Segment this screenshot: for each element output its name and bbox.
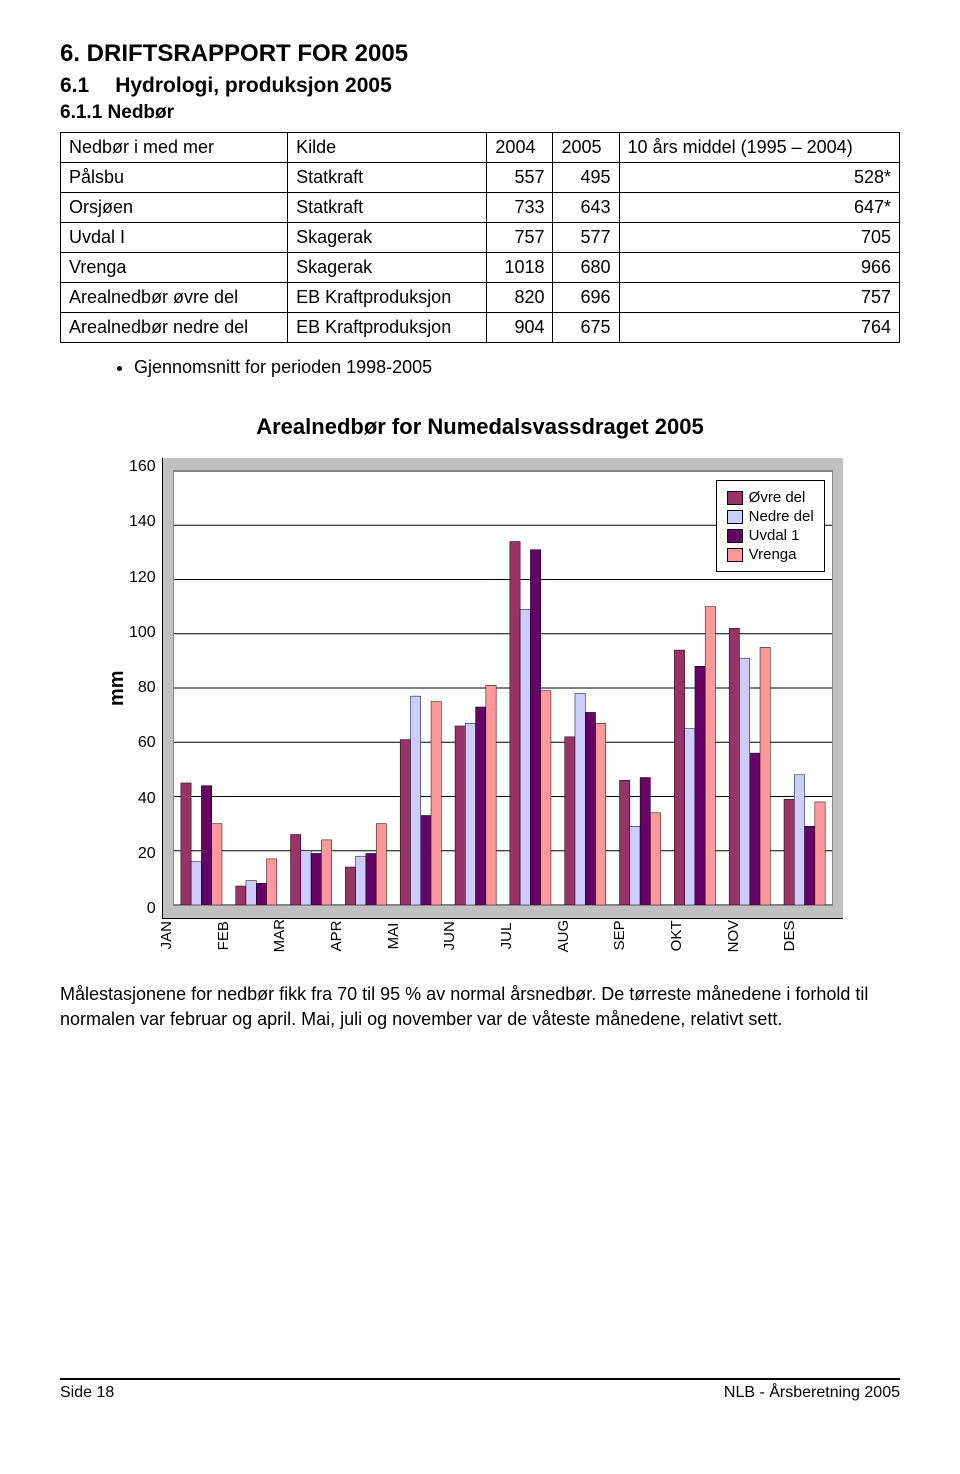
y-axis-label: mm — [100, 458, 129, 919]
precipitation-table: Nedbør i med merKilde2004200510 års midd… — [60, 132, 900, 343]
table-cell: Pålsbu — [61, 163, 288, 193]
table-cell: EB Kraftproduksjon — [288, 313, 487, 343]
table-header: 10 års middel (1995 – 2004) — [619, 133, 899, 163]
table-cell: 643 — [553, 193, 619, 223]
legend: Øvre del Nedre del Uvdal 1 Vrenga — [716, 480, 825, 572]
table-cell: 966 — [619, 253, 899, 283]
legend-swatch — [727, 529, 743, 543]
y-tick-label: 140 — [129, 513, 156, 531]
x-tick-label: APR — [328, 919, 385, 958]
legend-label: Uvdal 1 — [749, 527, 800, 544]
y-tick-label: 40 — [129, 790, 156, 808]
table-cell: 705 — [619, 223, 899, 253]
table-cell: Skagerak — [288, 253, 487, 283]
legend-item: Vrenga — [727, 546, 814, 563]
x-tick-label: NOV — [725, 919, 782, 958]
y-tick-label: 0 — [129, 900, 156, 918]
y-tick-label: 60 — [129, 734, 156, 752]
footer-left: Side 18 — [60, 1384, 114, 1402]
heading-2-text: Hydrologi, produksjon 2005 — [115, 74, 392, 98]
table-header: 2004 — [487, 133, 553, 163]
table-cell: 757 — [619, 283, 899, 313]
heading-2: 6.1 Hydrologi, produksjon 2005 — [60, 74, 900, 98]
x-tick-label: AUG — [555, 919, 612, 958]
legend-label: Nedre del — [749, 508, 814, 525]
x-tick-label: JAN — [158, 919, 215, 958]
x-tick-label: JUL — [498, 919, 555, 958]
x-tick-label: DES — [781, 919, 838, 958]
table-cell: Statkraft — [288, 193, 487, 223]
heading-3: 6.1.1 Nedbør — [60, 102, 900, 124]
table-cell: 764 — [619, 313, 899, 343]
legend-swatch — [727, 548, 743, 562]
table-cell: Skagerak — [288, 223, 487, 253]
body-paragraph: Målestasjonene for nedbør fikk fra 70 ti… — [60, 982, 900, 1031]
table-cell: Uvdal I — [61, 223, 288, 253]
bar-chart: mm 160 140 120 100 80 60 40 20 0 Øvre del Nedre d… — [100, 458, 860, 958]
plot-area: Øvre del Nedre del Uvdal 1 Vrenga — [162, 458, 843, 919]
table-row: Arealnedbør øvre delEB Kraftproduksjon82… — [61, 283, 900, 313]
table-cell: 733 — [487, 193, 553, 223]
table-row: Arealnedbør nedre delEB Kraftproduksjon9… — [61, 313, 900, 343]
bullet-item: Gjennomsnitt for perioden 1998-2005 — [134, 357, 900, 378]
y-tick-label: 20 — [129, 845, 156, 863]
table-cell: 577 — [553, 223, 619, 253]
legend-swatch — [727, 510, 743, 524]
footer-right: NLB - Årsberetning 2005 — [724, 1384, 900, 1402]
table-cell: Statkraft — [288, 163, 487, 193]
table-header: 2005 — [553, 133, 619, 163]
x-tick-label: SEP — [611, 919, 668, 958]
table-cell: 820 — [487, 283, 553, 313]
legend-swatch — [727, 491, 743, 505]
x-tick-label: MAI — [385, 919, 442, 958]
table-cell: Vrenga — [61, 253, 288, 283]
table-row: OrsjøenStatkraft733643647* — [61, 193, 900, 223]
table-row: PålsbuStatkraft557495528* — [61, 163, 900, 193]
table-cell: 680 — [553, 253, 619, 283]
table-cell: 904 — [487, 313, 553, 343]
table-cell: 675 — [553, 313, 619, 343]
table-cell: EB Kraftproduksjon — [288, 283, 487, 313]
bullet-list: Gjennomsnitt for perioden 1998-2005 — [94, 357, 900, 378]
x-tick-label: JUN — [441, 919, 498, 958]
x-axis: JANFEBMARAPRMAIJUNJULAUGSEPOKTNOVDES — [158, 919, 838, 958]
table-cell: 528* — [619, 163, 899, 193]
table-cell: Arealnedbør øvre del — [61, 283, 288, 313]
legend-item: Nedre del — [727, 508, 814, 525]
table-cell: 1018 — [487, 253, 553, 283]
table-cell: 696 — [553, 283, 619, 313]
x-tick-label: FEB — [215, 919, 272, 958]
x-tick-label: OKT — [668, 919, 725, 958]
page-footer: Side 18 NLB - Årsberetning 2005 — [60, 1378, 900, 1402]
y-axis: 160 140 120 100 80 60 40 20 0 — [129, 458, 162, 918]
legend-item: Øvre del — [727, 489, 814, 506]
table-cell: 557 — [487, 163, 553, 193]
y-tick-label: 100 — [129, 624, 156, 642]
table-cell: Orsjøen — [61, 193, 288, 223]
table-header: Kilde — [288, 133, 487, 163]
y-tick-label: 120 — [129, 569, 156, 587]
chart-title: Arealnedbør for Numedalsvassdraget 2005 — [60, 414, 900, 440]
heading-1: 6. DRIFTSRAPPORT FOR 2005 — [60, 40, 900, 68]
y-tick-label: 160 — [129, 458, 156, 476]
legend-label: Øvre del — [749, 489, 806, 506]
legend-item: Uvdal 1 — [727, 527, 814, 544]
table-header: Nedbør i med mer — [61, 133, 288, 163]
table-cell: 647* — [619, 193, 899, 223]
x-tick-label: MAR — [271, 919, 328, 958]
table-row: VrengaSkagerak1018680966 — [61, 253, 900, 283]
table-cell: 495 — [553, 163, 619, 193]
y-tick-label: 80 — [129, 679, 156, 697]
heading-2-num: 6.1 — [60, 74, 89, 98]
legend-label: Vrenga — [749, 546, 797, 563]
table-cell: 757 — [487, 223, 553, 253]
table-cell: Arealnedbør nedre del — [61, 313, 288, 343]
table-row: Uvdal ISkagerak757577705 — [61, 223, 900, 253]
